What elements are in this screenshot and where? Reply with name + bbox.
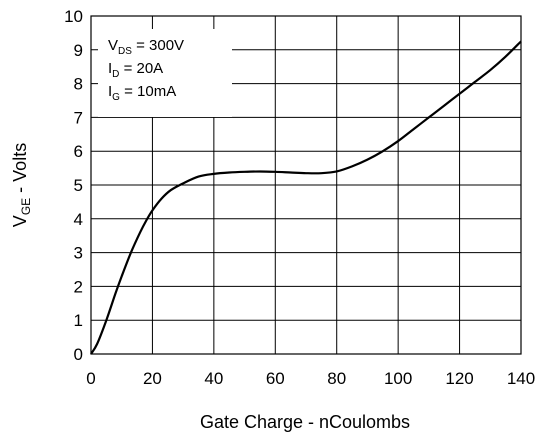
y-tick-label-4: 4 xyxy=(74,210,83,229)
y-axis-ticks: 0 1 2 3 4 5 6 7 8 9 10 xyxy=(64,7,83,364)
y-axis-label-sub: GE xyxy=(19,198,33,215)
y-tick-label-0: 0 xyxy=(74,345,83,364)
y-axis-label-main: V xyxy=(10,215,30,227)
x-tick-label-120: 120 xyxy=(445,369,473,388)
y-tick-label-1: 1 xyxy=(74,311,83,330)
y-axis-label-rest: - Volts xyxy=(10,143,30,198)
annotation-value: = 300V xyxy=(132,37,184,54)
x-tick-label-40: 40 xyxy=(204,369,223,388)
y-tick-label-6: 6 xyxy=(74,142,83,161)
y-tick-label-8: 8 xyxy=(74,75,83,94)
annotation-subscript: D xyxy=(112,69,119,80)
y-tick-label-9: 9 xyxy=(74,41,83,60)
annotation-box xyxy=(98,29,232,117)
grid xyxy=(91,16,521,354)
x-axis-ticks: 0 20 40 60 80 100 120 140 xyxy=(86,369,535,388)
x-tick-label-80: 80 xyxy=(327,369,346,388)
y-tick-label-10: 10 xyxy=(64,7,83,26)
y-tick-label-7: 7 xyxy=(74,108,83,127)
annotation-value: = 20A xyxy=(119,60,163,77)
x-tick-label-100: 100 xyxy=(384,369,412,388)
x-axis-label: Gate Charge - nCoulombs xyxy=(200,412,410,432)
series-line xyxy=(90,40,522,355)
y-tick-label-2: 2 xyxy=(74,277,83,296)
x-tick-label-60: 60 xyxy=(266,369,285,388)
plot-frame xyxy=(90,15,522,355)
annotation-symbol: I xyxy=(108,83,112,100)
annotation-line-1: VDS = 300V xyxy=(108,37,184,57)
x-tick-label-0: 0 xyxy=(86,369,95,388)
annotation-symbol: I xyxy=(108,60,112,77)
annotation-line-2: ID = 20A xyxy=(108,60,163,80)
annotation-subscript: G xyxy=(112,92,120,103)
y-tick-label-3: 3 xyxy=(74,244,83,263)
annotation-subscript: DS xyxy=(118,46,132,57)
y-axis-label: VGE - Volts xyxy=(10,143,33,227)
y-tick-label-5: 5 xyxy=(74,176,83,195)
annotation-value: = 10mA xyxy=(120,83,176,100)
x-tick-label-20: 20 xyxy=(143,369,162,388)
annotation-line-3: IG = 10mA xyxy=(108,83,176,103)
annotation-symbol: V xyxy=(108,37,118,54)
x-tick-label-140: 140 xyxy=(507,369,535,388)
